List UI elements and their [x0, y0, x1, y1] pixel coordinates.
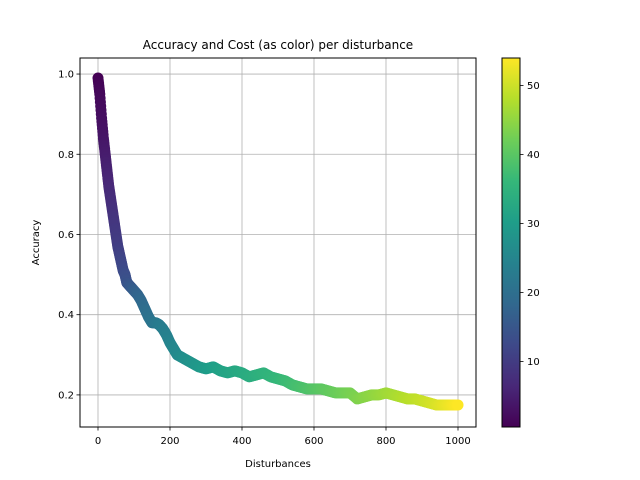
x-tick-label: 800: [376, 436, 395, 447]
x-tick-label: 200: [160, 436, 179, 447]
data-point: [452, 399, 464, 411]
x-tick-label: 400: [232, 436, 251, 447]
colorbar-ticks: 10 20 30 40 50: [520, 81, 540, 368]
x-tick-label: 600: [304, 436, 323, 447]
x-axis-ticks: 0 200 400 600 800 1000: [95, 427, 471, 447]
x-tick-label: 0: [95, 436, 101, 447]
grid: [80, 58, 476, 427]
colorbar-tick-label: 10: [527, 357, 540, 368]
y-tick-label: 0.4: [58, 310, 74, 321]
y-tick-label: 1.0: [58, 70, 74, 81]
colorbar-tick-label: 20: [527, 288, 540, 299]
x-tick-label: 1000: [445, 436, 470, 447]
colorbar-tick-label: 30: [527, 219, 540, 230]
colorbar-tick-label: 50: [527, 81, 540, 92]
colorbar-tick-label: 40: [527, 150, 540, 161]
y-tick-label: 0.6: [58, 230, 74, 241]
x-axis-label: Disturbances: [245, 459, 311, 470]
data-points: [92, 72, 464, 411]
y-tick-label: 0.8: [58, 150, 74, 161]
colorbar: [501, 57, 521, 428]
plot-frame: [79, 57, 477, 428]
y-axis-ticks: 0.2 0.4 0.6 0.8 1.0: [58, 70, 80, 401]
y-tick-label: 0.2: [58, 390, 74, 401]
y-axis-label: Accuracy: [31, 220, 42, 266]
chart-title: Accuracy and Cost (as color) per disturb…: [143, 38, 413, 52]
